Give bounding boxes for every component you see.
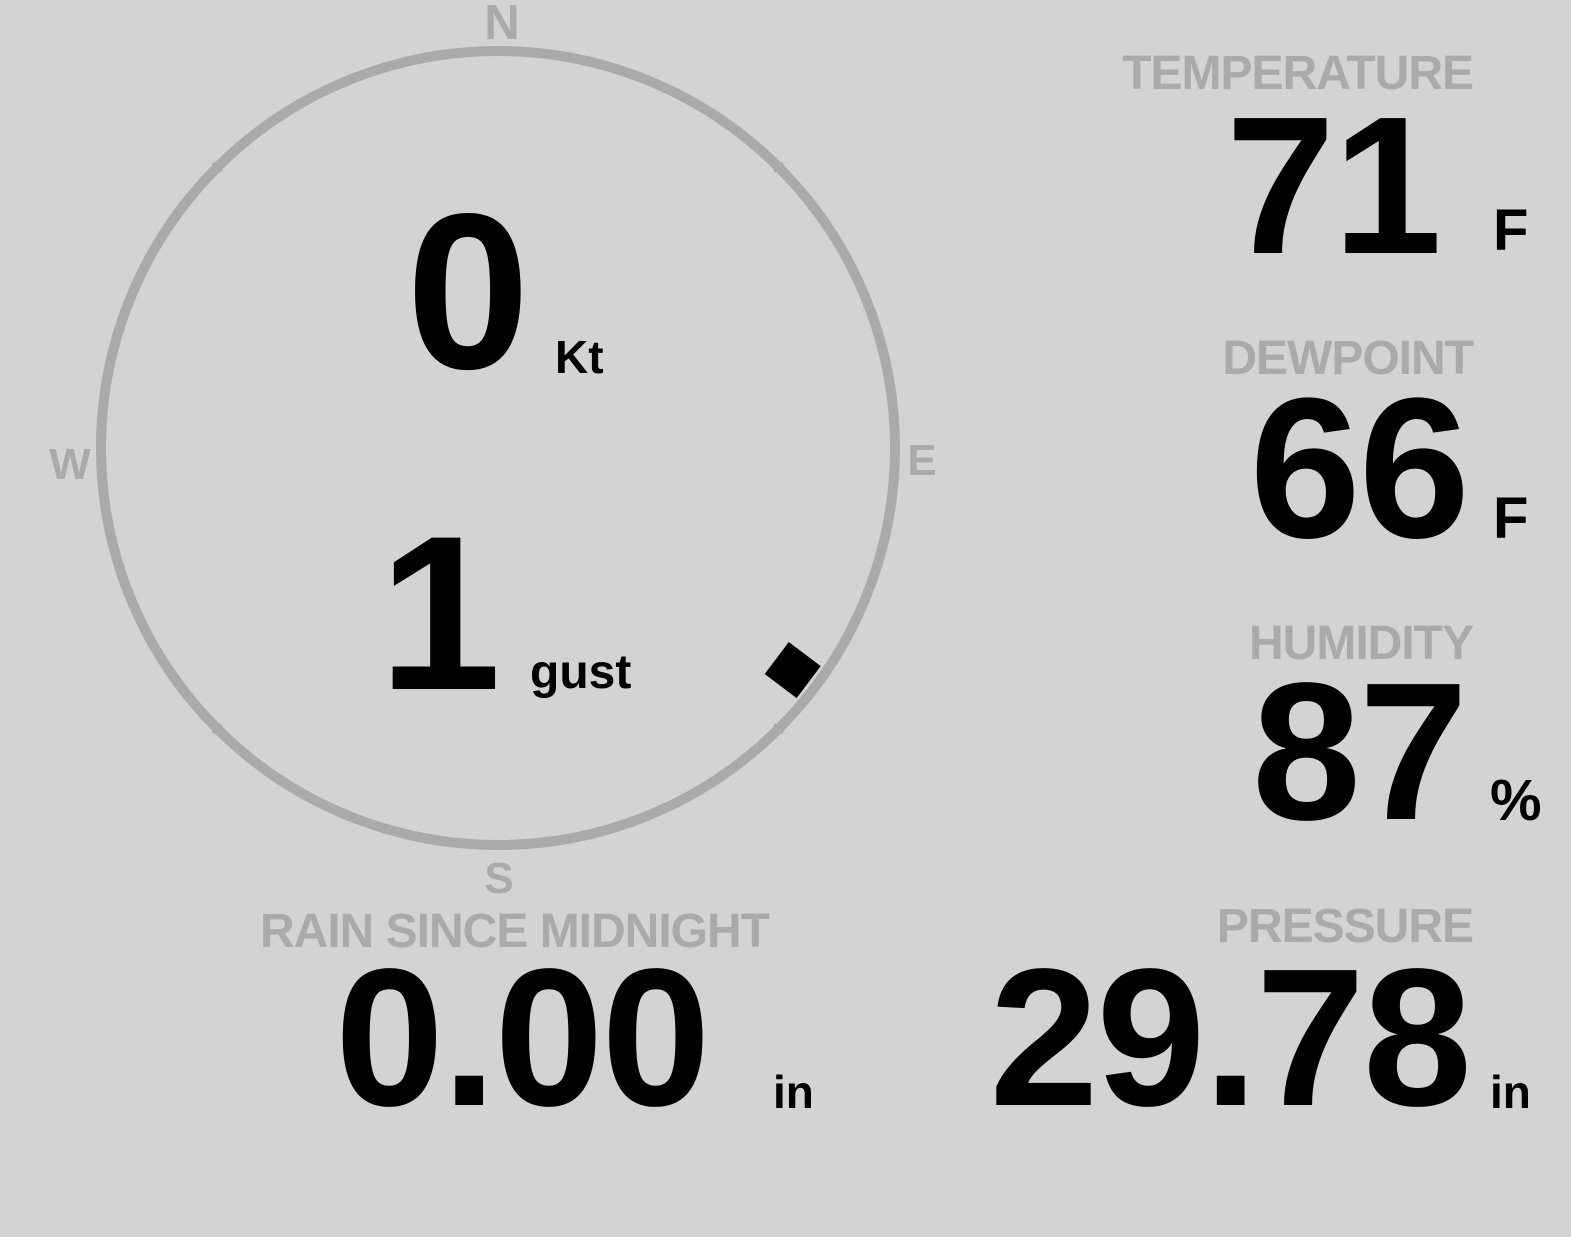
rain-unit: in — [773, 1066, 814, 1118]
compass-tick — [773, 161, 785, 173]
humidity-label: HUMIDITY — [1249, 617, 1474, 670]
compass-ring — [96, 46, 900, 850]
temperature-label: TEMPERATURE — [1122, 47, 1474, 100]
temperature-value: 71 — [1225, 76, 1442, 295]
compass-east: E — [907, 436, 937, 485]
wind-speed-unit: Kt — [555, 331, 604, 383]
rain-label: RAIN SINCE MIDNIGHT — [260, 905, 770, 958]
pressure-unit: in — [1490, 1066, 1531, 1118]
wind-speed-value: 0 — [406, 168, 530, 416]
dewpoint-label: DEWPOINT — [1222, 332, 1474, 385]
humidity-unit: % — [1490, 768, 1542, 833]
compass-ticks — [211, 161, 785, 735]
wind-gust-value: 1 — [378, 490, 502, 736]
compass-tick — [211, 161, 223, 173]
temperature-unit: F — [1493, 198, 1529, 263]
rain-value: 0.00 — [335, 928, 710, 1147]
wind-gust-label: gust — [530, 646, 632, 699]
compass-west: W — [49, 440, 91, 489]
compass-tick — [773, 723, 785, 735]
dewpoint-value: 66 — [1249, 357, 1470, 580]
compass-north: N — [484, 0, 520, 50]
pressure-label: PRESSURE — [1216, 900, 1474, 953]
compass-south: S — [484, 854, 514, 903]
compass-tick — [211, 723, 223, 735]
humidity-value: 87 — [1251, 642, 1468, 861]
wind-direction-marker — [764, 642, 821, 699]
dewpoint-unit: F — [1493, 486, 1529, 551]
pressure-value: 29.78 — [989, 928, 1472, 1147]
